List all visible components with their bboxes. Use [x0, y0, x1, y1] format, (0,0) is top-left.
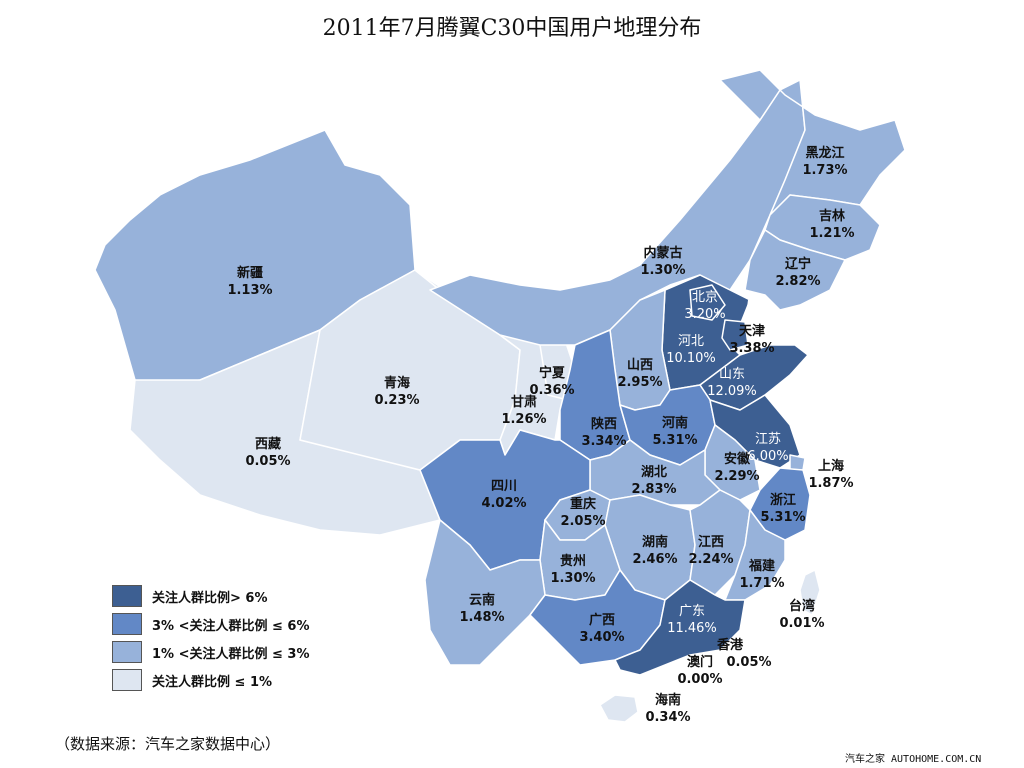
legend-item: 3% <关注人群比例 ≤ 6% [112, 610, 310, 638]
region-beijing[interactable] [689, 284, 726, 321]
data-source-note: （数据来源：汽车之家数据中心） [55, 735, 281, 753]
bohai-sea [745, 296, 775, 340]
label-hubei: 湖北 2.83% [631, 465, 677, 497]
label-jiangxi: 江西 2.24% [688, 535, 734, 567]
region-tianjin[interactable] [721, 319, 749, 351]
label-hebei: 河北 10.10% [666, 334, 716, 366]
legend-swatch [112, 669, 142, 691]
watermark: 汽车之家 AUTOHOME.COM.CN [845, 754, 982, 765]
legend-swatch [112, 641, 142, 663]
label-guizhou: 贵州 1.30% [550, 554, 596, 586]
label-fujian: 福建 1.71% [739, 559, 785, 591]
label-yunnan: 云南 1.48% [459, 593, 505, 625]
label-zhejiang: 浙江 5.31% [760, 493, 806, 525]
region-shanghai[interactable] [789, 454, 806, 471]
label-qinghai: 青海 0.23% [374, 376, 420, 408]
label-guangdong: 广东 11.46% [667, 604, 717, 636]
legend-label: 关注人群比例 ≤ 1% [152, 674, 273, 690]
label-ningxia: 宁夏 0.36% [529, 366, 575, 398]
legend-label: 3% <关注人群比例 ≤ 6% [152, 618, 310, 634]
label-shanxi: 山西 2.95% [617, 358, 663, 390]
label-guangxi: 广西 3.40% [579, 613, 625, 645]
region-hainan[interactable] [599, 694, 639, 723]
label-henan: 河南 5.31% [652, 416, 698, 448]
map-legend: 关注人群比例> 6% 3% <关注人群比例 ≤ 6% 1% <关注人群比例 ≤ … [112, 582, 310, 694]
label-tibet: 西藏 0.05% [245, 437, 291, 469]
label-jiangsu: 江苏 6.00% [747, 432, 789, 464]
label-shanghai: 上海 1.87% [808, 459, 854, 491]
region-guangdong[interactable] [614, 579, 746, 676]
label-gansu: 甘肃 1.26% [501, 395, 547, 427]
region-fujian[interactable] [724, 509, 786, 601]
label-hongkong: 香港 0.05% [716, 638, 772, 670]
label-xinjiang: 新疆 1.13% [227, 266, 273, 298]
label-hainan: 海南 0.34% [645, 693, 691, 725]
label-sichuan: 四川 4.02% [481, 479, 527, 511]
label-inner-mongolia: 内蒙古 1.30% [640, 246, 686, 278]
legend-label: 关注人群比例> 6% [152, 590, 268, 606]
legend-item: 关注人群比例 ≤ 1% [112, 666, 310, 694]
label-chongqing: 重庆 2.05% [560, 497, 606, 529]
label-tianjin: 天津 3.38% [729, 324, 775, 356]
label-liaoning: 辽宁 2.82% [775, 257, 821, 289]
label-shandong: 山东 12.09% [707, 367, 757, 399]
map-title: 2011年7月腾翼C30中国用户地理分布 [322, 16, 702, 41]
legend-swatch [112, 613, 142, 635]
label-hunan: 湖南 2.46% [632, 535, 678, 567]
label-beijing: 北京 3.20% [684, 290, 726, 322]
label-heilongjiang: 黑龙江 1.73% [802, 146, 848, 178]
region-taiwan[interactable] [799, 569, 821, 616]
legend-swatch [112, 585, 142, 607]
label-anhui: 安徽 2.29% [714, 452, 760, 484]
label-taiwan: 台湾 0.01% [779, 599, 825, 631]
legend-item: 关注人群比例> 6% [112, 582, 310, 610]
legend-item: 1% <关注人群比例 ≤ 3% [112, 638, 310, 666]
label-macau: 澳门 0.00% [677, 655, 723, 687]
label-jilin: 吉林 1.21% [809, 209, 855, 241]
legend-label: 1% <关注人群比例 ≤ 3% [152, 646, 310, 662]
label-shaanxi: 陕西 3.34% [581, 417, 627, 449]
region-liaoning[interactable] [744, 229, 846, 311]
